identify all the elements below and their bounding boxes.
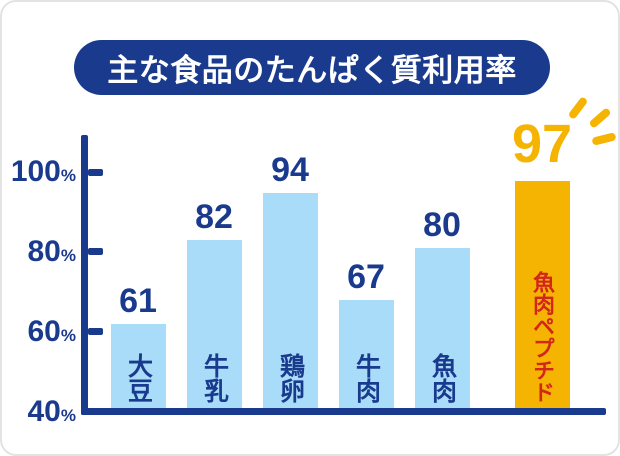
y-axis-tick xyxy=(88,248,103,256)
y-axis-tick xyxy=(88,328,103,336)
bar: 鶏卵 xyxy=(262,193,318,408)
bar-category-label: 牛肉 xyxy=(352,353,381,403)
y-tick-number: 40 xyxy=(27,394,61,428)
y-axis-tick-label: 40% xyxy=(2,392,77,432)
bar-value: 94 xyxy=(271,151,309,189)
y-axis-tick-label: 60% xyxy=(2,312,77,352)
y-tick-percent-suffix: % xyxy=(60,245,76,265)
bar: 大豆 xyxy=(110,324,166,408)
y-tick-number: 80 xyxy=(27,234,61,268)
y-axis-line xyxy=(81,135,88,415)
chart-title: 主な食品のたんぱく質利用率 xyxy=(107,53,517,88)
bar-category-label: 魚肉 xyxy=(428,353,457,403)
bar: 魚肉 xyxy=(414,248,470,408)
y-tick-percent-suffix: % xyxy=(60,325,76,345)
chart-title-pill: 主な食品のたんぱく質利用率 xyxy=(74,40,550,95)
x-axis-baseline xyxy=(81,408,606,415)
bar-value: 82 xyxy=(195,198,233,236)
y-axis-tick-label: 100% xyxy=(2,152,76,192)
bar-value: 61 xyxy=(119,282,157,320)
y-axis-tick-label: 80% xyxy=(2,232,77,272)
bar: 牛乳 xyxy=(186,240,242,408)
bar-category-label: 鶏卵 xyxy=(276,353,305,403)
bar-category-label: 牛乳 xyxy=(200,353,229,403)
y-tick-percent-suffix: % xyxy=(60,166,76,186)
bar-value: 80 xyxy=(423,206,461,244)
bar-value-highlight: 97 xyxy=(511,114,573,174)
y-axis-tick xyxy=(88,168,103,176)
y-tick-number: 100 xyxy=(10,155,61,189)
y-tick-number: 60 xyxy=(27,314,61,348)
y-tick-percent-suffix: % xyxy=(60,405,76,425)
bar-value: 67 xyxy=(347,258,385,296)
bar-highlight: 魚肉ペプチド xyxy=(514,181,570,408)
bar: 牛肉 xyxy=(338,300,394,408)
bar-category-label: 大豆 xyxy=(124,353,153,403)
bar-category-label: 魚肉ペプチド xyxy=(530,271,555,403)
